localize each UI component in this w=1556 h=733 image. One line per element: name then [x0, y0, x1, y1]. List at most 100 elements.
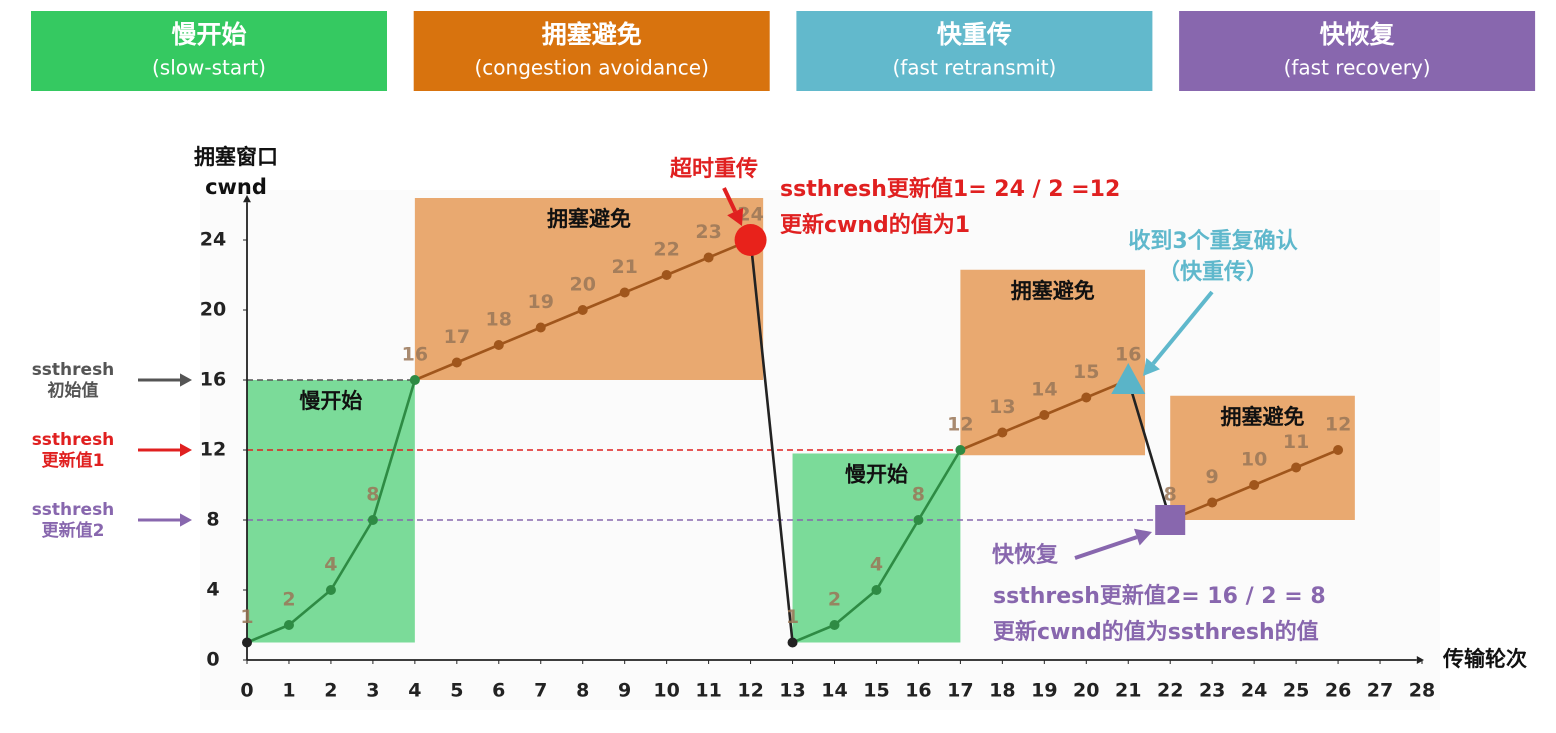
x-tick-label: 25: [1283, 680, 1309, 702]
phase-subtitle: (fast retransmit): [892, 56, 1056, 80]
data-label: 2: [828, 589, 841, 611]
arrow-line: [1151, 290, 1214, 365]
x-axis-label: 传输轮次: [1442, 647, 1527, 671]
line-segment: [917, 449, 962, 521]
data-label: 17: [444, 326, 470, 348]
line-segment: [833, 589, 878, 626]
x-tick-label: 10: [653, 680, 679, 702]
line-segment: [1211, 483, 1255, 504]
data-label: 22: [653, 239, 679, 261]
x-tick-label: 16: [905, 680, 931, 702]
data-point: [283, 620, 294, 630]
data-point: [661, 270, 672, 280]
data-point: [409, 375, 420, 385]
data-label: 1: [786, 606, 799, 628]
line-segment: [875, 519, 920, 591]
line-segment: [1001, 413, 1045, 434]
annotation: 快恢复: [992, 542, 1059, 568]
y-tick-label: 8: [206, 509, 219, 531]
data-label: 10: [1241, 449, 1267, 471]
phase-title: 快重传: [937, 20, 1012, 49]
y-tick-label: 4: [206, 579, 219, 601]
data-label: 13: [989, 396, 1015, 418]
region-label: 慢开始: [299, 389, 362, 413]
arrow-head: [180, 373, 192, 387]
data-point: [367, 515, 378, 525]
phase-title: 拥塞避免: [542, 20, 642, 49]
data-point: [535, 322, 546, 333]
x-tick-label: 28: [1409, 680, 1435, 702]
y-tick-label: 12: [200, 439, 226, 461]
data-label: 16: [1115, 344, 1141, 366]
x-tick-label: 20: [1073, 680, 1099, 702]
data-label: 23: [695, 221, 721, 243]
data-label: 24: [737, 204, 763, 226]
arrow-line: [722, 187, 737, 213]
threshold-label: ssthresh: [32, 500, 115, 520]
arrow-head: [1143, 358, 1160, 376]
annotation: 收到3个重复确认: [1128, 228, 1297, 254]
data-label: 4: [324, 554, 337, 576]
x-tick-label: 2: [324, 680, 337, 702]
line-segment: [414, 361, 458, 382]
arrow-head: [1416, 656, 1424, 664]
x-tick-label: 27: [1367, 680, 1393, 702]
line-segment: [749, 239, 794, 643]
x-tick-label: 8: [576, 680, 589, 702]
arrow-head: [180, 513, 192, 527]
line-segment: [288, 589, 332, 626]
x-tick-label: 13: [779, 680, 805, 702]
data-label: 1: [240, 606, 253, 628]
data-point: [577, 305, 588, 315]
x-tick-label: 6: [492, 680, 505, 702]
data-label: 2: [282, 589, 295, 611]
x-tick-label: 23: [1199, 680, 1225, 702]
data-point: [871, 585, 882, 595]
phase-subtitle: (slow-start): [152, 56, 266, 80]
x-tick-label: 21: [1115, 680, 1141, 702]
line-segment: [329, 519, 375, 591]
arrow-head: [243, 195, 251, 203]
event-marker: [734, 224, 767, 256]
x-tick-label: 14: [821, 680, 847, 702]
data-point: [325, 585, 336, 595]
data-label: 21: [611, 256, 637, 278]
line-segment: [1295, 448, 1339, 469]
phase-region: [414, 198, 764, 380]
threshold-label: ssthresh: [32, 360, 115, 380]
line-segment: [959, 431, 1003, 452]
data-label: 19: [528, 291, 554, 313]
annotation: ssthresh更新值1= 24 / 2 =12: [780, 176, 1120, 202]
line-segment: [540, 308, 584, 329]
data-point: [955, 445, 966, 455]
x-tick-label: 19: [1031, 680, 1057, 702]
data-point: [1081, 392, 1092, 403]
data-label: 18: [486, 309, 512, 331]
x-tick-label: 11: [695, 680, 721, 702]
data-point: [1249, 480, 1260, 490]
line-segment: [456, 343, 500, 364]
region-label: 拥塞避免: [1221, 405, 1305, 429]
threshold-label: 更新值1: [42, 450, 105, 471]
data-point: [493, 340, 504, 350]
x-tick-label: 22: [1157, 680, 1183, 702]
data-label: 9: [1206, 466, 1219, 488]
data-point: [829, 620, 840, 630]
y-axis-label: cwnd: [205, 175, 267, 199]
line-segment: [624, 273, 668, 294]
region-label: 慢开始: [845, 463, 908, 487]
data-point: [1039, 410, 1050, 420]
data-label: 15: [1073, 361, 1099, 383]
data-label: 4: [870, 554, 883, 576]
data-label: 14: [1031, 379, 1057, 401]
y-tick-label: 16: [200, 369, 226, 391]
data-point: [703, 252, 714, 263]
line-segment: [1127, 379, 1172, 521]
phase-title: 慢开始: [171, 20, 246, 49]
line-segment: [1253, 466, 1297, 487]
phase-region: [1170, 395, 1355, 520]
phase-box: [796, 11, 1153, 91]
data-label: 8: [912, 484, 925, 506]
annotation: ssthresh更新值2= 16 / 2 = 8: [993, 583, 1326, 609]
